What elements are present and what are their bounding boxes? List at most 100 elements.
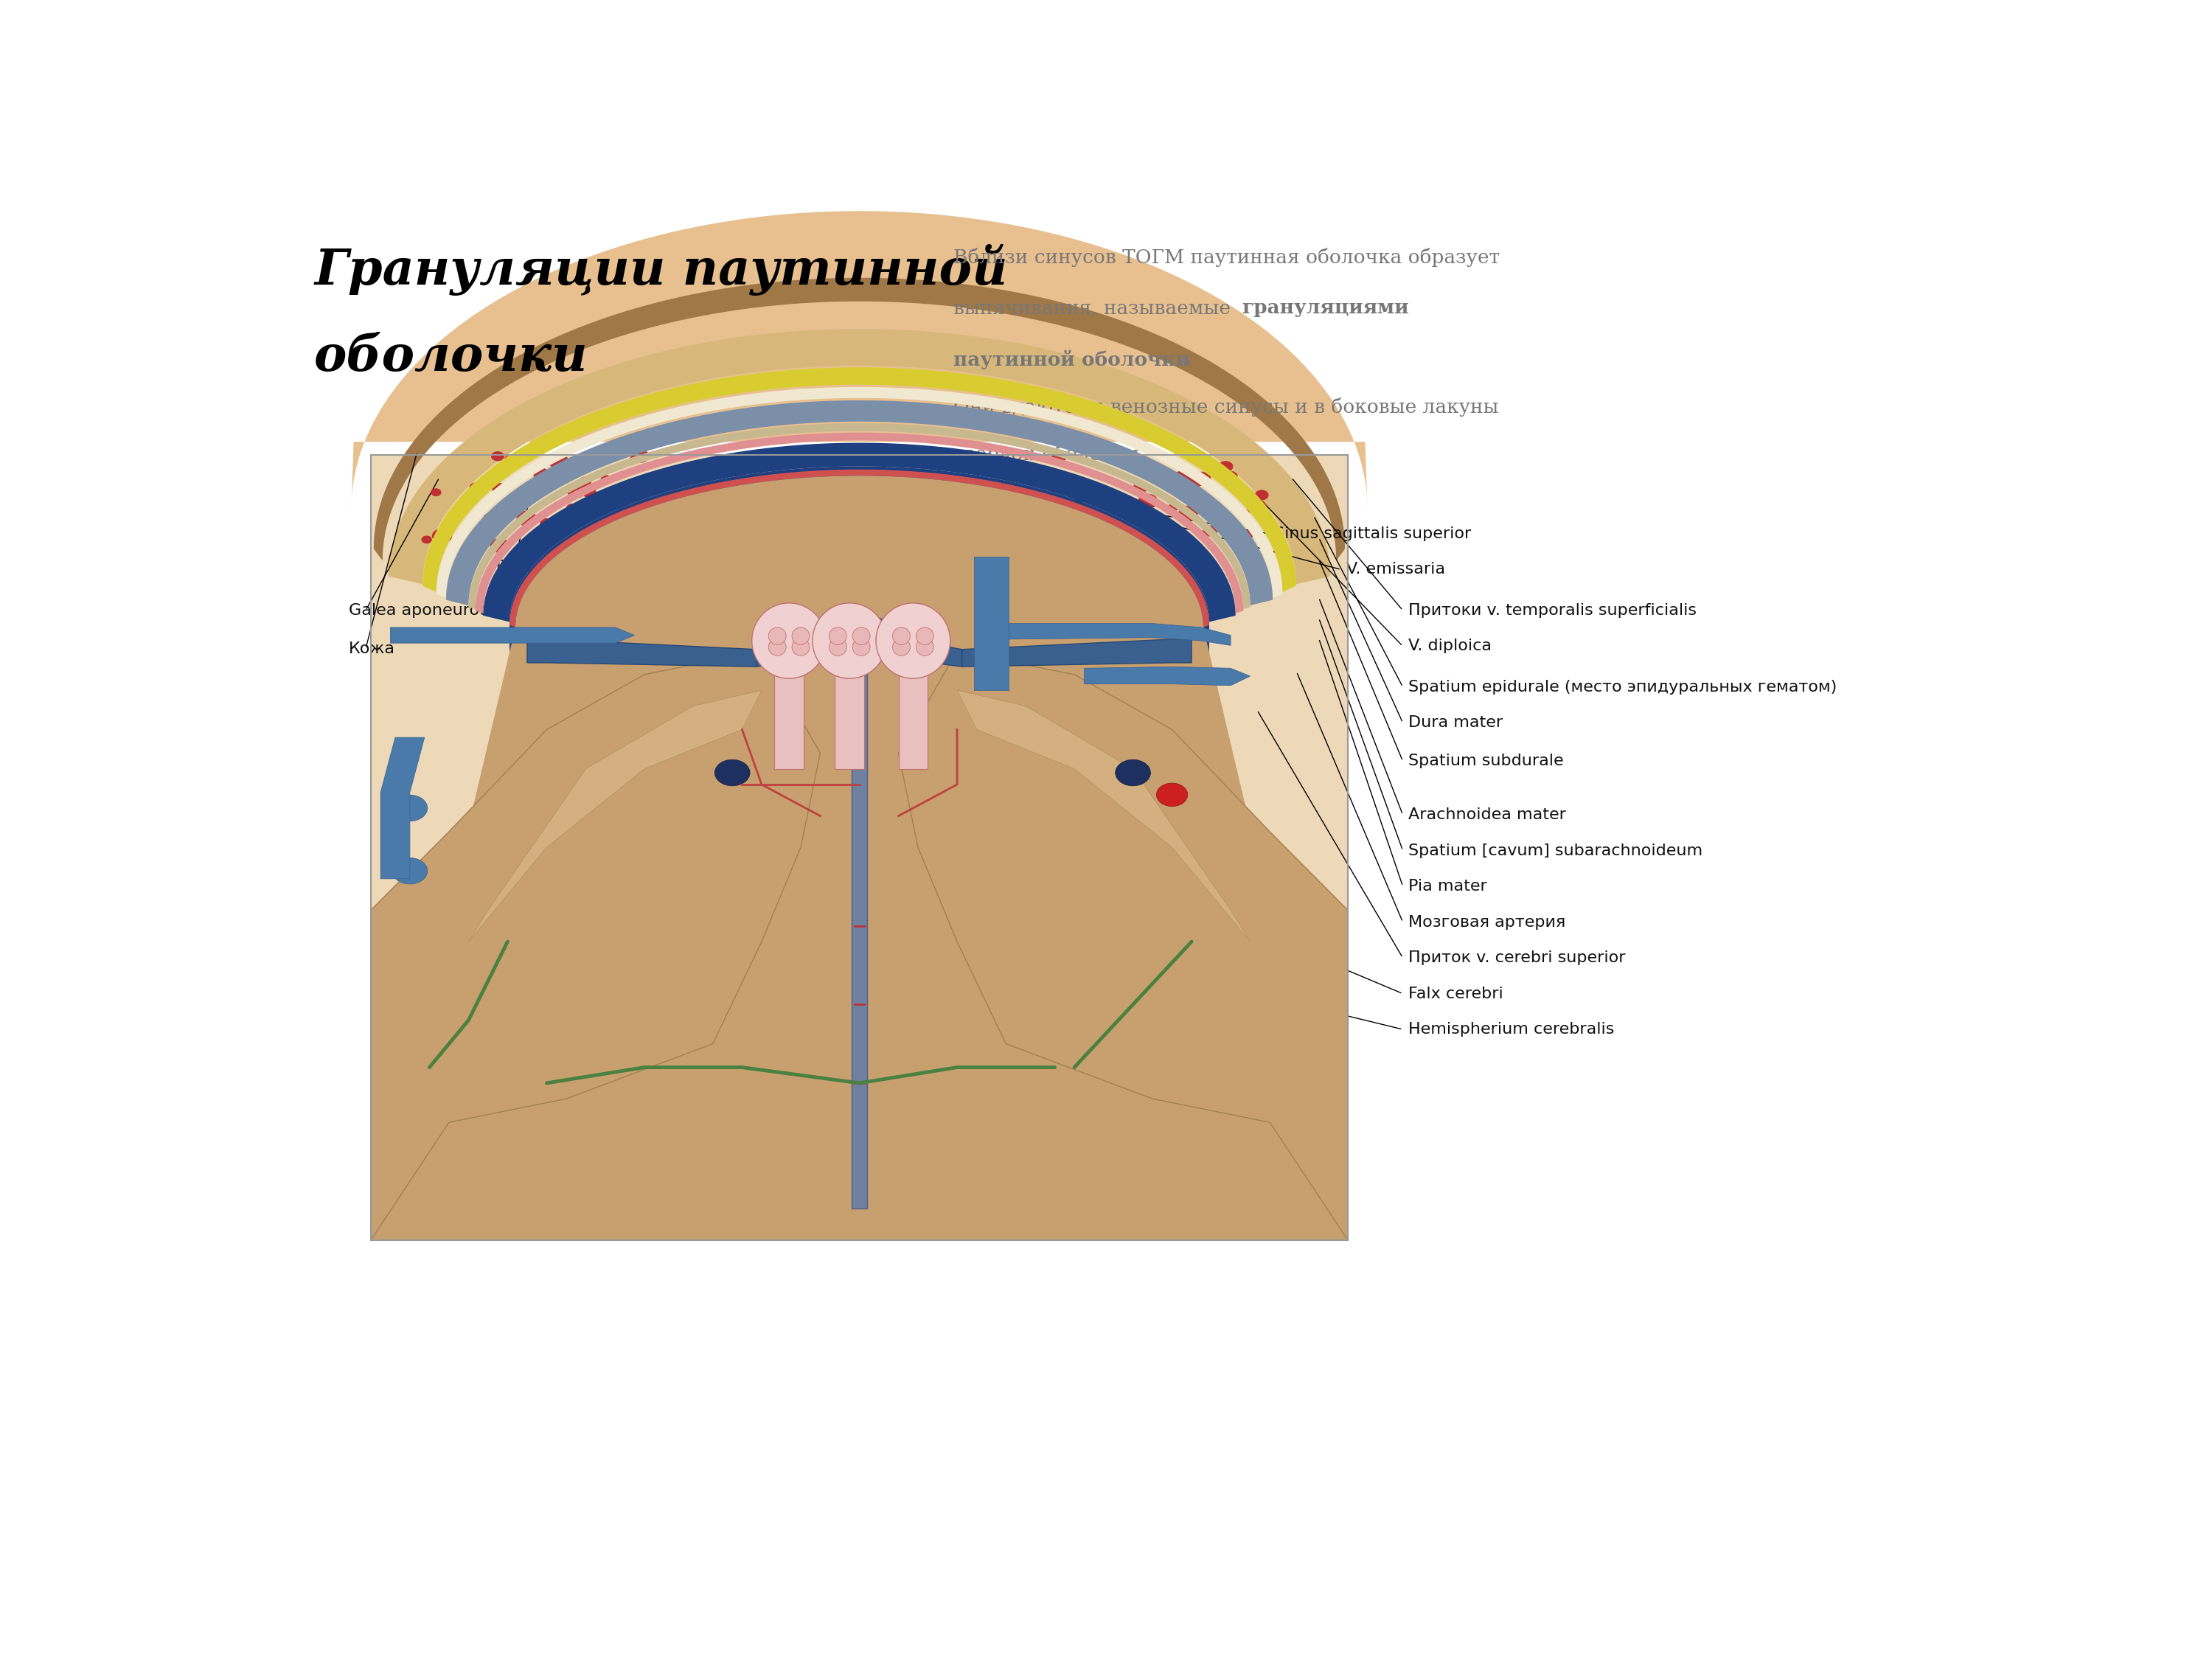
Circle shape: [531, 483, 549, 496]
Circle shape: [602, 474, 613, 483]
Circle shape: [1248, 499, 1267, 514]
Polygon shape: [1084, 667, 1250, 685]
Circle shape: [1053, 451, 1066, 463]
Ellipse shape: [852, 627, 869, 645]
Polygon shape: [774, 662, 803, 768]
Circle shape: [580, 476, 591, 486]
Circle shape: [392, 858, 427, 884]
Circle shape: [1179, 506, 1199, 519]
Text: Притоки v. temporalis superficialis: Притоки v. temporalis superficialis: [1407, 602, 1697, 617]
Text: Мозговая артерия: Мозговая артерия: [1407, 914, 1566, 929]
Circle shape: [1225, 528, 1243, 541]
Circle shape: [1170, 524, 1181, 533]
Circle shape: [1157, 783, 1188, 806]
Text: Грануляции паутинной: Грануляции паутинной: [314, 244, 1009, 295]
Circle shape: [1192, 471, 1210, 486]
Polygon shape: [757, 607, 962, 667]
Circle shape: [504, 455, 518, 465]
Ellipse shape: [852, 639, 869, 655]
Polygon shape: [973, 557, 1009, 690]
Text: V. emissaria: V. emissaria: [1347, 562, 1444, 577]
Text: Falx cerebri: Falx cerebri: [1407, 985, 1502, 1000]
Circle shape: [498, 514, 507, 521]
Circle shape: [1239, 531, 1252, 541]
Circle shape: [1168, 501, 1181, 511]
Ellipse shape: [752, 604, 825, 679]
Polygon shape: [482, 443, 1237, 622]
Circle shape: [478, 526, 489, 534]
Circle shape: [1203, 526, 1217, 536]
Polygon shape: [380, 737, 425, 879]
Polygon shape: [352, 211, 1367, 509]
Text: Arachnoidea mater: Arachnoidea mater: [1407, 808, 1566, 823]
Circle shape: [1133, 483, 1148, 493]
Text: Они вдаются в венозные синусы и в боковые лакуны: Они вдаются в венозные синусы и в боковы…: [953, 397, 1500, 416]
Text: Кожа: Кожа: [349, 642, 396, 655]
Circle shape: [1203, 508, 1223, 521]
Text: оболочки: оболочки: [314, 333, 588, 382]
Text: Spatium subdurale: Spatium subdurale: [1407, 753, 1564, 768]
Text: Dura mater: Dura mater: [1407, 715, 1502, 730]
Polygon shape: [1009, 624, 1230, 645]
Circle shape: [1115, 760, 1150, 786]
Text: Foveola granularis: Foveola granularis: [750, 597, 900, 612]
Circle shape: [533, 468, 549, 479]
Text: Pia mater: Pia mater: [1407, 879, 1486, 894]
Text: Calvaria: Calvaria: [650, 524, 717, 539]
Circle shape: [1186, 450, 1203, 463]
Circle shape: [482, 513, 502, 526]
Text: .: .: [1186, 350, 1192, 368]
Circle shape: [431, 529, 451, 544]
Ellipse shape: [916, 627, 933, 645]
Text: твердой оболочки.: твердой оболочки.: [953, 445, 1146, 463]
Ellipse shape: [916, 639, 933, 655]
Polygon shape: [389, 328, 1329, 584]
Circle shape: [1172, 471, 1192, 486]
Ellipse shape: [894, 627, 909, 645]
Polygon shape: [469, 690, 761, 942]
Polygon shape: [372, 650, 821, 1241]
Text: Приток v. cerebri superior: Приток v. cerebri superior: [1407, 951, 1626, 966]
Ellipse shape: [792, 627, 810, 645]
Polygon shape: [526, 639, 757, 667]
Circle shape: [1188, 476, 1203, 488]
Circle shape: [544, 523, 557, 533]
Polygon shape: [509, 469, 1210, 627]
Text: Spatium epidurale (место эпидуральных гематом): Spatium epidurale (место эпидуральных ге…: [1407, 680, 1836, 695]
Circle shape: [493, 466, 509, 478]
Polygon shape: [422, 367, 1296, 592]
Circle shape: [392, 795, 427, 821]
Polygon shape: [898, 650, 1347, 1241]
Circle shape: [1254, 489, 1270, 501]
Polygon shape: [372, 476, 1347, 1241]
Circle shape: [549, 455, 568, 469]
Polygon shape: [898, 662, 927, 768]
Circle shape: [522, 519, 535, 528]
Ellipse shape: [894, 639, 909, 655]
Circle shape: [540, 518, 553, 528]
Circle shape: [469, 483, 482, 493]
Text: грануляциями: грануляциями: [1241, 299, 1409, 317]
Polygon shape: [374, 277, 1345, 561]
Circle shape: [575, 483, 591, 494]
Circle shape: [431, 488, 442, 496]
Polygon shape: [962, 639, 1192, 667]
Circle shape: [420, 536, 431, 544]
Text: Вблизи синусов ТОГМ паутинная оболочка образует: Вблизи синусов ТОГМ паутинная оболочка о…: [953, 247, 1500, 267]
Circle shape: [568, 486, 584, 498]
Text: Granulatio arachnoideae
[PACCHIONI]: Granulatio arachnoideae [PACCHIONI]: [668, 632, 872, 665]
Polygon shape: [476, 433, 1243, 614]
Ellipse shape: [830, 627, 847, 645]
Ellipse shape: [812, 604, 887, 679]
Text: паутинной оболочки: паутинной оболочки: [953, 350, 1190, 370]
Text: Sinus sagittalis superior: Sinus sagittalis superior: [1274, 526, 1471, 541]
Polygon shape: [958, 690, 1250, 942]
Circle shape: [1223, 471, 1239, 483]
Text: Hemispherium cerebralis: Hemispherium cerebralis: [1407, 1022, 1615, 1037]
Ellipse shape: [876, 604, 951, 679]
Circle shape: [502, 504, 520, 518]
Polygon shape: [852, 667, 867, 1209]
Circle shape: [1137, 494, 1159, 509]
Text: Galea aponeurotica: Galea aponeurotica: [349, 602, 509, 617]
Polygon shape: [372, 455, 1347, 1241]
